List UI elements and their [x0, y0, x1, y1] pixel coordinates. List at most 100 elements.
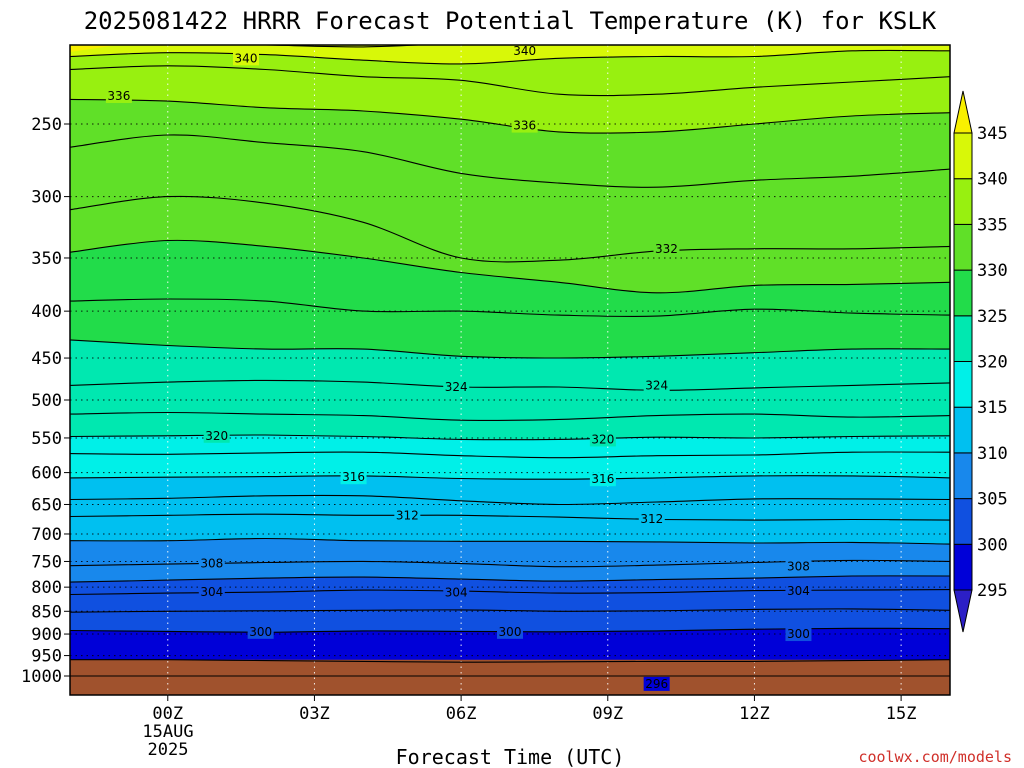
contour-label-336: 336 [513, 119, 536, 133]
colorbar-label: 295 [977, 581, 1008, 601]
colorbar-swatch [953, 178, 973, 225]
contour-label-324: 324 [645, 378, 668, 392]
isentrope-318 [70, 451, 950, 459]
contour-label-bg [233, 51, 259, 66]
y-tick-label: 1000 [21, 667, 62, 687]
x-date-year-label: 2025 [148, 740, 189, 760]
band-fill [70, 45, 950, 96]
colorbar-label: 310 [977, 444, 1008, 464]
contour-label-bg [198, 556, 225, 571]
credit-text: coolwx.com/models [858, 748, 1012, 766]
contour-label-bg [443, 585, 470, 600]
contour-label-bg [198, 585, 225, 600]
colorbar-label: 315 [977, 398, 1008, 418]
chart-title: 2025081422 HRRR Forecast Potential Tempe… [84, 7, 937, 35]
y-tick-label: 450 [31, 349, 62, 369]
contour-label-bg [497, 624, 523, 639]
colorbar-swatch [953, 132, 973, 180]
isentrope-322 [70, 411, 950, 421]
contour-label-bg [340, 470, 367, 485]
x-tick-label: 00Z [152, 704, 183, 724]
isentrope-312 [70, 513, 950, 521]
contour-label-300: 300 [249, 625, 272, 639]
contour-label-336: 336 [107, 89, 130, 103]
contour-label-304: 304 [445, 586, 468, 600]
colorbar-extend-low [953, 589, 973, 633]
contour-label-bg [394, 508, 421, 523]
contour-label-304: 304 [200, 585, 223, 599]
colorbar-swatch [953, 406, 973, 454]
contour-label-bg [785, 559, 812, 574]
plot-frame [69, 44, 951, 696]
contour-label-bg [247, 624, 274, 639]
contour-label-340: 340 [513, 44, 536, 58]
isentrope-334 [70, 134, 950, 188]
isentrope-328 [70, 298, 950, 318]
terrain-fill [70, 659, 950, 695]
colorbar-label: 340 [977, 170, 1008, 190]
contour-label-bg [785, 627, 812, 642]
y-tick-label: 400 [31, 302, 62, 322]
x-tick-label: 06Z [446, 704, 477, 724]
isentrope-298 [70, 659, 950, 663]
y-tick-label: 900 [31, 625, 62, 645]
isentrope-306 [70, 575, 950, 583]
contour-label-308: 308 [787, 560, 810, 574]
y-axis: 250 300 350 400 450 500 550 600 650 700 750 800 850 9… [21, 115, 70, 687]
contour-label-bg [643, 378, 670, 393]
x-tick-label: 12Z [739, 704, 770, 724]
colorbar-label: 330 [977, 261, 1008, 281]
plot-area: 340 340 336 336 332 324 324 320 320 316 316 312 312 3… [70, 44, 950, 695]
isentrope-336 [70, 98, 950, 134]
colorbar-extend-high [953, 90, 973, 134]
contour-label-340: 340 [235, 51, 258, 65]
isentrope-316 [70, 475, 950, 480]
isentrope-330 [70, 239, 950, 294]
contour-label-bg [443, 380, 470, 395]
contour-label-bg [203, 428, 230, 443]
y-tick-label: 750 [31, 552, 62, 572]
contour-label-316: 316 [591, 472, 614, 486]
contour-label-bg [105, 88, 132, 103]
contour-label-312: 312 [640, 512, 663, 526]
y-tick-label: 800 [31, 578, 62, 598]
contour-label-300: 300 [787, 627, 810, 641]
isentrope-324 [70, 379, 950, 391]
contour-label-296: 296 [645, 677, 668, 691]
colorbar-swatch [953, 361, 973, 408]
contour-label-304: 304 [787, 584, 810, 598]
isentrope-326 [70, 339, 950, 359]
y-tick-label: 550 [31, 429, 62, 449]
x-tick-label: 15Z [886, 704, 917, 724]
colorbar-swatch [953, 269, 973, 317]
contour-label-bg [653, 241, 680, 256]
contour-label-bg [589, 432, 616, 447]
colorbar-swatch [953, 452, 973, 500]
contour-label-bg [643, 676, 670, 691]
x-tick-label: 09Z [592, 704, 623, 724]
temperature-bands [70, 45, 950, 695]
contour-label-320: 320 [591, 432, 614, 446]
contour-label-316: 316 [342, 470, 365, 484]
isentrope-332 [70, 195, 950, 263]
x-tick-label: 03Z [299, 704, 330, 724]
isentrope-302 [70, 608, 950, 613]
colorbar-label: 325 [977, 307, 1008, 327]
y-tick-label: 700 [31, 525, 62, 545]
band-fill [70, 45, 118, 52]
contour-label-332: 332 [655, 242, 678, 256]
colorbar-swatch [953, 543, 973, 591]
colorbar-swatch [953, 315, 973, 362]
y-tick-label: 850 [31, 602, 62, 622]
y-tick-label: 300 [31, 188, 62, 208]
y-tick-label: 600 [31, 464, 62, 484]
y-tick-label: 500 [31, 391, 62, 411]
colorbar-swatch [953, 498, 973, 545]
contour-label-320: 320 [205, 429, 228, 443]
isentrope-lines [70, 45, 950, 677]
contour-label-324: 324 [445, 380, 468, 394]
isentrope-314 [70, 494, 950, 506]
contour-label-308: 308 [200, 557, 223, 571]
x-axis-title: Forecast Time (UTC) [396, 745, 625, 768]
